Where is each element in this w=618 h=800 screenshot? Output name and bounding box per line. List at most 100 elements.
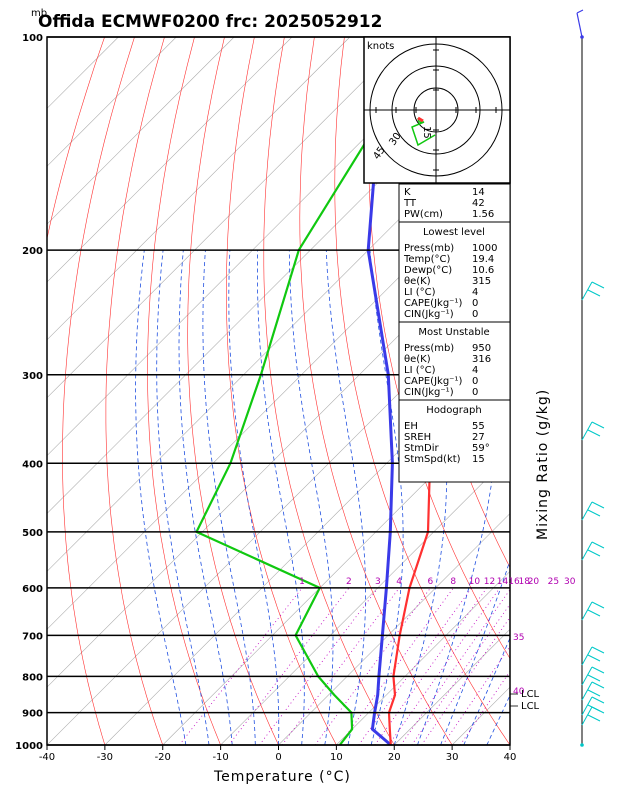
- mixing-ratio-label: 20: [528, 577, 540, 587]
- dry-adiabat-line: [614, 37, 618, 745]
- isotherm-line: [220, 455, 510, 745]
- wind-barb: [581, 601, 605, 621]
- panel-value: 315: [472, 276, 491, 287]
- panel-value: 1.56: [472, 209, 494, 220]
- background-lines: [47, 37, 618, 745]
- panel-value: 15: [472, 454, 485, 465]
- pressure-tick-label: 500: [22, 528, 43, 539]
- panel-key: CIN(Jkg⁻¹): [404, 309, 454, 320]
- hodograph-storm-motion: [417, 116, 424, 123]
- isotherm-line: [162, 397, 510, 745]
- mixing-ratio-label: 40: [513, 687, 525, 697]
- moist-adiabat-line: [325, 250, 366, 745]
- panel-key: Press(mb): [404, 243, 454, 254]
- dry-adiabat-line: [147, 37, 221, 745]
- mixing-ratio-line: [228, 587, 350, 745]
- panel-section-header: Hodograph: [426, 405, 481, 416]
- isotherm-line: [47, 37, 408, 399]
- mixing-ratio-line: [388, 587, 501, 745]
- pressure-tick-label: 900: [22, 709, 43, 720]
- mixing-ratio-label: 3: [375, 577, 381, 587]
- panel-key: TT: [403, 198, 417, 209]
- mixing-ratio-label: 18: [519, 577, 531, 587]
- mixing-ratio-line: [259, 587, 379, 745]
- temperature-tick-labels: -40 -30 -20 -10 0 10 20 30 40: [39, 745, 516, 763]
- isotherm-line: [336, 570, 510, 745]
- mixing-ratio-line: [358, 587, 472, 745]
- x-tick-label: 20: [388, 752, 401, 763]
- hodograph-trace: [411, 117, 436, 147]
- dry-adiabat-line: [368, 37, 510, 660]
- wind-barb-column: [576, 9, 605, 747]
- moist-adiabat-line: [369, 250, 404, 745]
- panel-value: 10.6: [472, 265, 494, 276]
- indices-panel: K 14 TT 42 PW(cm) 1.56 Lowest level Press(mb) 10…: [398, 183, 511, 483]
- hodograph-ring-label: 15: [421, 126, 432, 139]
- wind-barb: [581, 646, 605, 666]
- pressure-tick-label: 200: [22, 246, 43, 257]
- dry-adiabat-line: [187, 37, 279, 745]
- mixing-ratio-line: [411, 603, 510, 745]
- pressure-tick-label: 700: [22, 631, 43, 642]
- hodograph-ring: [391, 65, 481, 155]
- pressure-tick-label: 100: [22, 33, 43, 44]
- isotherm-line: [47, 37, 351, 341]
- moist-adiabat-line: [202, 250, 256, 745]
- dry-adiabat-line: [584, 37, 618, 745]
- wind-barb: [581, 706, 605, 726]
- pressure-tick-label: 600: [22, 584, 43, 595]
- dry-adiabat-line: [105, 37, 165, 745]
- panel-key: LI (°C): [404, 287, 436, 298]
- panel-value: 0: [472, 376, 478, 387]
- dry-adiabat-line: [263, 37, 395, 745]
- wind-barb: [581, 666, 605, 686]
- panel-value: 27: [472, 432, 485, 443]
- isotherm-line: [47, 37, 119, 109]
- x-tick-label: 30: [446, 752, 459, 763]
- panel-key: EH: [404, 421, 418, 432]
- panel-value: 55: [472, 421, 485, 432]
- isotherm-line: [509, 744, 510, 745]
- pressure-tick-labels: 100 200 300 400 500 600 700 800 900 1000: [15, 33, 43, 752]
- mixing-ratio-label: 2: [346, 577, 352, 587]
- wind-barb: [581, 541, 605, 561]
- wind-barb: [576, 9, 584, 38]
- x-tick-label: -10: [212, 752, 228, 763]
- wind-barb: [581, 681, 605, 701]
- moist-adiabat-line: [135, 250, 187, 745]
- panel-value: 0: [472, 298, 478, 309]
- hodograph-ring: [413, 87, 459, 133]
- panel-key: θe(K): [404, 354, 431, 365]
- mixing-ratio-line: [442, 645, 510, 745]
- panel-key: StmDir: [404, 443, 439, 454]
- panel-value: 0: [472, 309, 478, 320]
- pressure-tick-label: 1000: [15, 741, 43, 752]
- panel-value: 4: [472, 287, 478, 298]
- mixing-ratio-label: 14: [497, 577, 509, 587]
- mixing-ratio-label: 35: [513, 633, 524, 643]
- mixing-ratio-label: 1: [299, 577, 305, 587]
- mixing-ratio-label: 8: [450, 577, 456, 587]
- panel-key: Dewp(°C): [404, 265, 452, 276]
- mixing-ratio-line: [400, 589, 510, 745]
- isotherm-line: [47, 37, 466, 457]
- pressure-tick-label: 400: [22, 459, 43, 470]
- wind-barb: [581, 281, 605, 301]
- x-tick-label: -40: [39, 752, 55, 763]
- x-axis-label: Temperature (°C): [213, 769, 351, 785]
- panel-key: PW(cm): [404, 209, 443, 220]
- pressure-tick-label: 800: [22, 672, 43, 683]
- wind-barb-base: [580, 743, 584, 747]
- panel-key: CAPE(Jkg⁻¹): [404, 298, 462, 309]
- moist-adiabat-line: [509, 744, 510, 745]
- panel-key: θe(K): [404, 276, 431, 287]
- isotherm-line: [47, 37, 293, 283]
- lcl-label: LCL: [521, 689, 540, 700]
- panel-key: CAPE(Jkg⁻¹): [404, 376, 462, 387]
- x-tick-label: 10: [330, 752, 343, 763]
- panel-value: 42: [472, 198, 485, 209]
- wind-barb: [581, 501, 605, 521]
- mixing-ratio-axis-label: Mixing Ratio (g/kg): [535, 389, 551, 540]
